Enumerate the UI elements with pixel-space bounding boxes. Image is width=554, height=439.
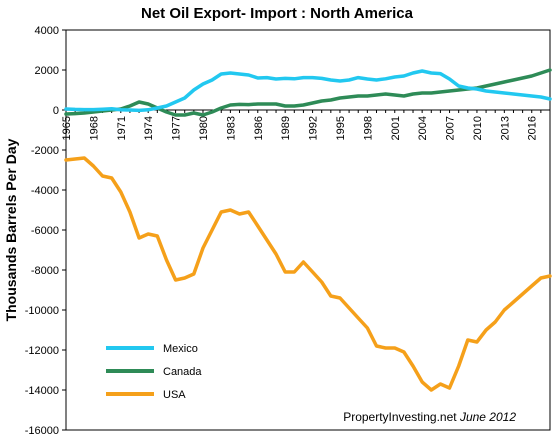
y-tick-label: -10000	[25, 305, 59, 317]
x-tick-label: 1983	[225, 116, 237, 140]
x-tick-label: 1992	[308, 116, 320, 140]
y-tick-label: -2000	[31, 145, 59, 157]
x-tick-label: 2001	[390, 116, 402, 140]
x-tick-label: 2010	[472, 116, 484, 140]
legend-label-usa: USA	[163, 389, 186, 401]
x-tick-label: 1995	[335, 116, 347, 140]
series-line-mexico	[64, 69, 552, 113]
y-tick-label: 0	[53, 105, 59, 117]
legend: Mexico Canada USA	[106, 343, 202, 401]
series-lines	[64, 68, 552, 392]
y-tick-label: -16000	[25, 425, 59, 437]
x-tick-label: 1968	[88, 116, 100, 140]
legend-label-canada: Canada	[163, 366, 202, 378]
source-credit: PropertyInvesting.net June 2012	[343, 410, 516, 424]
legend-label-mexico: Mexico	[163, 343, 198, 355]
series-line-usa	[64, 156, 552, 392]
x-tick-label: 1986	[253, 116, 265, 140]
plot-area-frame	[65, 29, 551, 431]
y-tick-label: -6000	[31, 225, 59, 237]
x-tick-label: 2004	[417, 116, 429, 140]
x-tick-label: 1965	[61, 116, 73, 140]
y-axis-title: Thousands Barrels Per Day	[3, 138, 19, 321]
x-tick-label: 1989	[280, 116, 292, 140]
x-tick-label: 1971	[116, 116, 128, 140]
y-axis: 4000 2000 0 -2000 -4000 -6000 -8000 -10000 -1200…	[25, 25, 66, 437]
x-tick-label: 1974	[143, 116, 155, 140]
y-tick-label: -4000	[31, 185, 59, 197]
x-tick-label: 1998	[362, 116, 374, 140]
x-tick-label: 2016	[527, 116, 539, 140]
y-tick-label: 2000	[35, 65, 59, 77]
y-tick-label: -14000	[25, 385, 59, 397]
source-name: PropertyInvesting.net	[343, 410, 457, 424]
chart-title: Net Oil Export- Import : North America	[141, 5, 414, 22]
source-date: June 2012	[459, 410, 516, 424]
x-tick-label: 1980	[198, 116, 210, 140]
x-tick-label: 1977	[171, 116, 183, 140]
y-tick-label: -8000	[31, 265, 59, 277]
y-tick-label: 4000	[35, 25, 59, 37]
x-tick-label: 2013	[499, 116, 511, 140]
x-tick-label: 2007	[445, 116, 457, 140]
y-tick-label: -12000	[25, 345, 59, 357]
